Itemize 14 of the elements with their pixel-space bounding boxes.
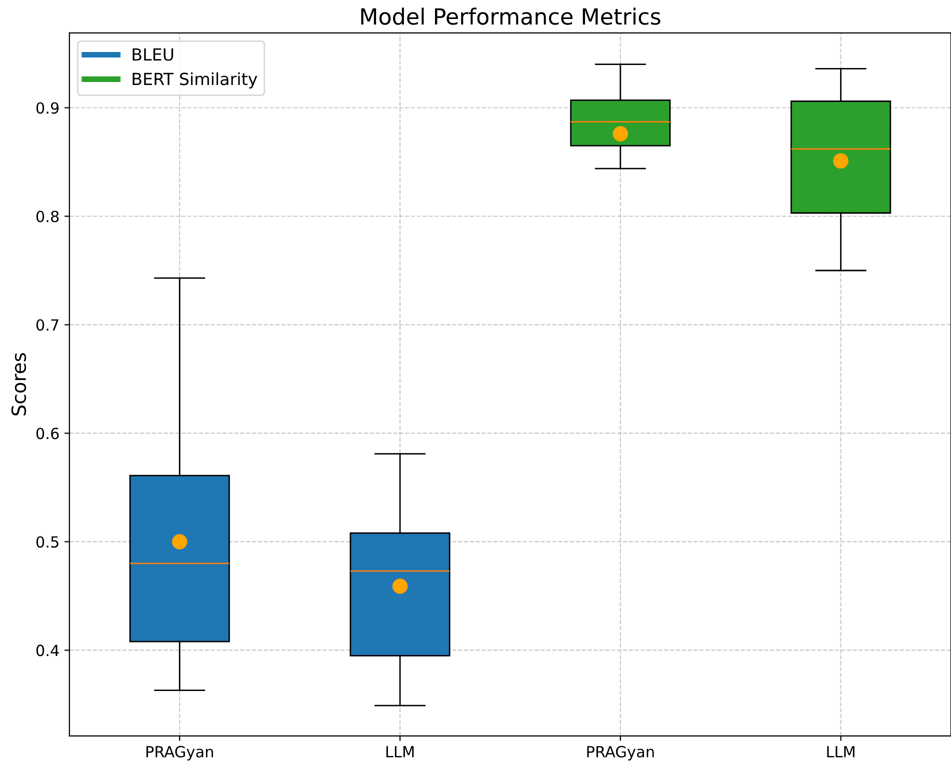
chart-title: Model Performance Metrics [361,8,660,25]
y-axis-title: Scores [11,353,26,416]
x-tick-label: LLM [827,746,854,758]
legend-label: BLEU [132,48,174,61]
legend-label: BERT Similarity [132,72,258,88]
x-tick-label: PRAGyan [587,746,654,760]
y-tick-label: 0.4 [36,644,59,656]
y-tick-label: 0.7 [36,319,58,331]
x-tick-label: LLM [386,746,414,758]
y-tick-label: 0.5 [36,536,58,548]
y-tick-label: 0.8 [36,210,59,222]
y-tick-label: 0.6 [36,428,59,440]
x-tick-label: PRAGyan [146,746,213,760]
y-tick-label: 0.9 [36,102,59,114]
